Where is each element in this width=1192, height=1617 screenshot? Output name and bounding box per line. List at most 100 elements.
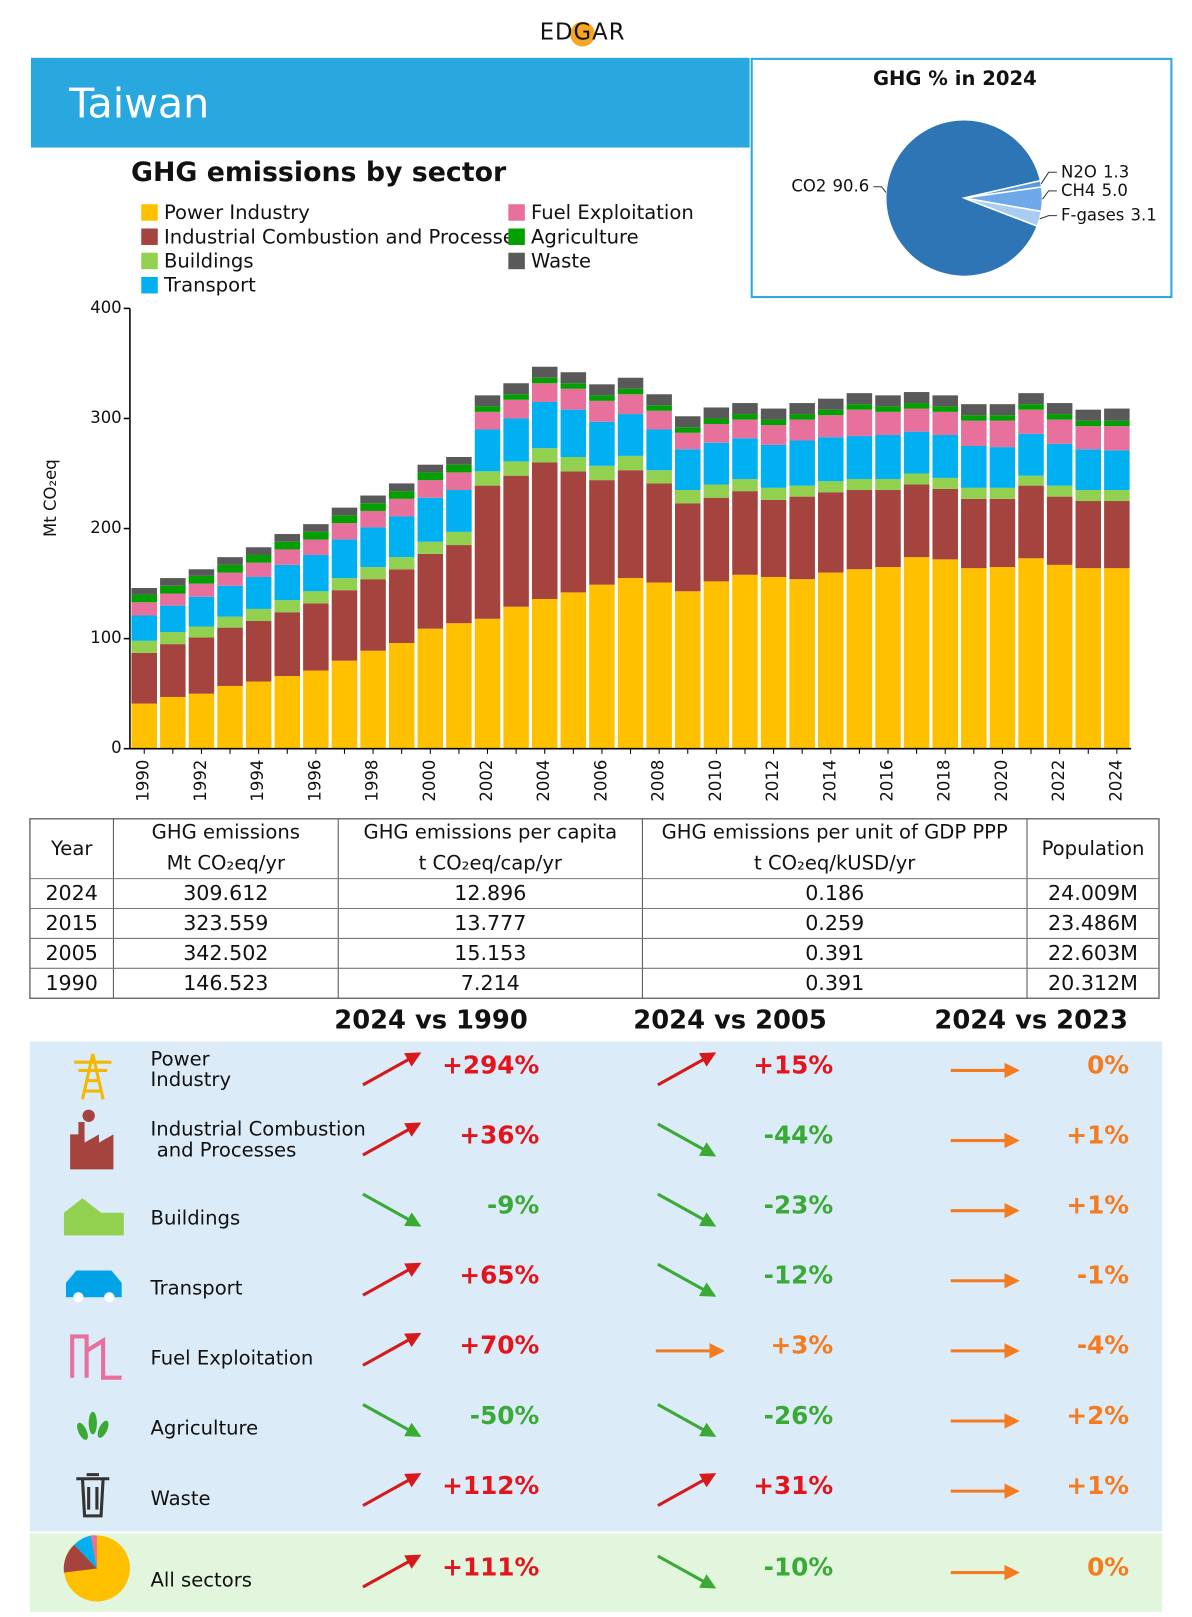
bar-segment [160, 578, 186, 586]
bar-segment [703, 497, 730, 582]
x-tick-label: 2022 [1049, 760, 1068, 802]
bar-segment [760, 576, 787, 749]
bar-segment [932, 395, 958, 407]
bar-segment [331, 578, 358, 591]
pie-label-value: 90.6 [833, 176, 870, 195]
change-value: -1% [1077, 1261, 1129, 1290]
trend-arrow [362, 1192, 422, 1227]
bar-segment [732, 419, 758, 439]
bar-segment [531, 383, 558, 402]
table-header: Population [1042, 837, 1145, 860]
x-tick-label: 2016 [878, 760, 897, 802]
bar-segment [531, 401, 558, 449]
trend-arrow [362, 1473, 422, 1507]
bar-segment [560, 409, 587, 457]
bar-segment [1046, 414, 1073, 420]
sector-label: Industrial Combustion [151, 1118, 366, 1141]
x-tick-label: 1998 [363, 760, 382, 802]
legend-swatch [141, 276, 158, 294]
bar-segment [245, 562, 272, 577]
bar-segment [675, 591, 701, 749]
pie-slice [963, 197, 1043, 228]
bar-segment [675, 416, 701, 428]
icon-shape [74, 1053, 112, 1100]
bar-segment [732, 479, 758, 492]
bar-segment [646, 405, 672, 411]
bar-segment [732, 414, 758, 420]
bar-segment [617, 578, 644, 749]
x-tick-label: 1996 [305, 760, 324, 802]
pie-label: CO2 90.6 [791, 176, 869, 195]
pie-label-value: 5.0 [1102, 180, 1128, 199]
table-cell: 7.214 [461, 971, 520, 995]
bar-segment [560, 456, 587, 472]
table-header: t CO₂eq/cap/yr [419, 852, 563, 875]
change-value: 0% [1087, 1050, 1129, 1079]
bar-segment [160, 585, 186, 594]
bar-segment [1075, 420, 1102, 427]
bar-segment [617, 470, 644, 579]
bar-segment [1104, 568, 1130, 749]
trend-arrow [657, 1554, 717, 1589]
bar-segment [875, 490, 901, 568]
bar-segment [818, 415, 844, 438]
bar-segment [503, 383, 529, 395]
bar-segment [274, 541, 301, 550]
table-cell: 2005 [45, 941, 97, 965]
bar-segment [703, 484, 730, 498]
bar-segment [131, 602, 157, 616]
bar-segment [417, 541, 444, 554]
icon-shape [88, 1411, 97, 1435]
bar-segment [818, 492, 844, 573]
bar-segment [846, 490, 873, 570]
bar-segment [303, 591, 329, 604]
trend-arrow [362, 1262, 422, 1297]
bar-segment [903, 408, 930, 432]
comparison-header: 2024 vs 1990 [334, 1005, 528, 1035]
icon-shape [104, 1292, 115, 1303]
bar-segment [646, 410, 672, 430]
bar-segment [474, 618, 501, 749]
legend-label: Fuel Exploitation [531, 201, 694, 224]
legend-label: Transport [163, 274, 256, 297]
bar-segment [818, 481, 844, 493]
table-cell: 12.896 [454, 881, 526, 905]
bar-segment [1075, 501, 1102, 569]
bar-segment [617, 455, 644, 471]
x-tick-label: 1994 [248, 760, 267, 802]
logo: EDGAR [540, 20, 624, 47]
trend-arrow [657, 1262, 717, 1297]
trend-arrow [362, 1403, 422, 1437]
y-axis-label: Mt CO₂eq [41, 459, 60, 537]
table-cell: 0.259 [805, 911, 864, 935]
bar-segment [360, 503, 386, 511]
change-value: -23% [764, 1191, 833, 1220]
pie-label: F-gases 3.1 [1061, 205, 1157, 224]
bar-segment [303, 670, 329, 749]
table-cell: 0.186 [805, 881, 864, 905]
bar-segment [388, 491, 415, 499]
bar-segment [732, 438, 758, 480]
bar-segment [789, 419, 815, 441]
bar-segment [531, 598, 558, 749]
bar-segment [846, 404, 873, 410]
bar-segment [388, 498, 415, 517]
pie-label-value: 1.3 [1103, 162, 1129, 181]
sector-label: Agriculture [151, 1417, 259, 1440]
sector-label: Transport [150, 1277, 243, 1300]
bar-segment [732, 574, 758, 749]
sector-label: All sectors [151, 1568, 252, 1591]
bar-segment [188, 637, 215, 694]
bar-segment [1104, 408, 1130, 421]
pie-label: CH4 5.0 [1061, 180, 1128, 199]
bar-segment [932, 477, 958, 489]
bar-segment [1046, 564, 1073, 749]
bar-segment [360, 510, 386, 528]
x-tick-label: 2012 [763, 760, 782, 802]
trend-arrow [362, 1122, 422, 1157]
bar-segment [331, 590, 358, 661]
bar-segment [417, 553, 444, 629]
bar-segment [1104, 450, 1130, 491]
icon-shape [90, 1535, 97, 1569]
change-value: +65% [459, 1261, 539, 1290]
